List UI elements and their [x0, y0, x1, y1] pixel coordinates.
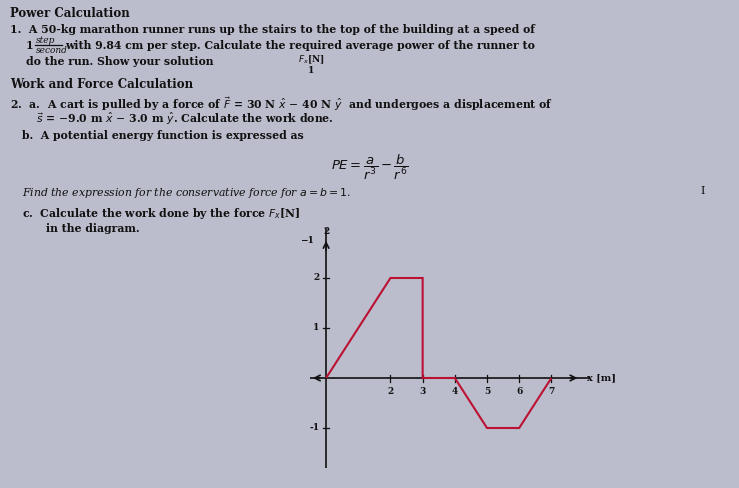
Text: second: second [36, 46, 68, 55]
Text: x [m]: x [m] [587, 373, 616, 383]
Text: with 9.84 cm per step. Calculate the required average power of the runner to: with 9.84 cm per step. Calculate the req… [65, 40, 535, 51]
Text: 1: 1 [308, 66, 314, 75]
Text: 6: 6 [516, 387, 522, 396]
Text: 2: 2 [387, 387, 394, 396]
Text: I: I [700, 186, 704, 196]
Text: Power Calculation: Power Calculation [10, 7, 130, 20]
Text: 5: 5 [484, 387, 490, 396]
Text: in the diagram.: in the diagram. [46, 223, 140, 234]
Text: $PE = \dfrac{a}{r^3} - \dfrac{b}{r^6}$: $PE = \dfrac{a}{r^3} - \dfrac{b}{r^6}$ [331, 153, 409, 183]
Text: step: step [36, 36, 55, 45]
Text: $\vec{s}$ = $-$9.0 m $\hat{x}$ $-$ 3.0 m $\hat{y}$. Calculate the work done.: $\vec{s}$ = $-$9.0 m $\hat{x}$ $-$ 3.0 m… [36, 111, 334, 127]
Text: $F_x$[N]: $F_x$[N] [298, 53, 324, 65]
Text: do the run. Show your solution: do the run. Show your solution [26, 56, 214, 67]
Text: 2.  a.  A cart is pulled by a force of $\vec{F}$ = 30 N $\hat{x}$ $-$ 40 N $\hat: 2. a. A cart is pulled by a force of $\v… [10, 95, 554, 113]
Text: 1.  A 50-kg marathon runner runs up the stairs to the top of the building at a s: 1. A 50-kg marathon runner runs up the s… [10, 24, 535, 35]
Text: b.  A potential energy function is expressed as: b. A potential energy function is expres… [22, 130, 304, 141]
Text: 2: 2 [323, 226, 329, 236]
Text: 1: 1 [313, 324, 320, 332]
Text: 7: 7 [548, 387, 554, 396]
Text: 4: 4 [452, 387, 458, 396]
Text: 1: 1 [26, 40, 34, 51]
Text: −1: −1 [300, 236, 314, 245]
Text: 2: 2 [313, 273, 320, 283]
Text: 3: 3 [420, 387, 426, 396]
Text: c.  Calculate the work done by the force $F_x$[N]: c. Calculate the work done by the force … [22, 206, 300, 221]
Text: Work and Force Calculation: Work and Force Calculation [10, 78, 193, 91]
Text: Find the expression for the conservative force for $a = b = 1$.: Find the expression for the conservative… [22, 186, 351, 200]
Text: -1: -1 [310, 424, 320, 432]
